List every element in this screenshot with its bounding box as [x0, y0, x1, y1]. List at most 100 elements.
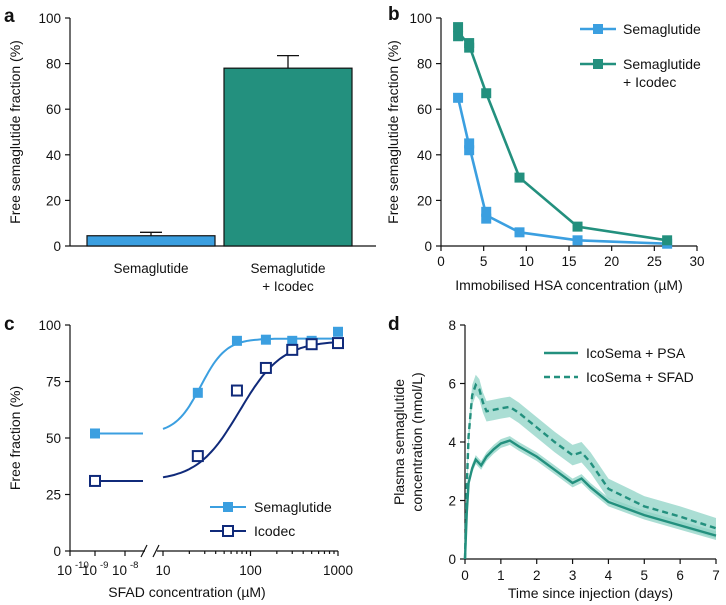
x-tick-label: 3 [569, 568, 577, 583]
data-point [259, 361, 272, 374]
data-point [305, 338, 318, 351]
data-point [333, 326, 343, 337]
y-axis-title: Free semaglutide fraction (%) [385, 40, 401, 224]
data-point [260, 334, 271, 345]
legend-label: Semaglutide [623, 56, 701, 72]
data-point [286, 343, 299, 356]
y-tick-label: 2 [448, 494, 456, 509]
x-tick-label: 100 [239, 563, 262, 578]
data-point [662, 235, 673, 246]
x-tick-label: 7 [712, 568, 720, 583]
y-tick-label: 0 [53, 239, 61, 254]
y-axis-title: Free fraction (%) [7, 386, 23, 490]
y-tick-label: 100 [38, 11, 61, 26]
y-tick-label: 8 [448, 318, 456, 333]
y-tick-label: 75 [46, 375, 61, 390]
legend-label: + Icodec [623, 74, 676, 90]
x-tick-label: 10 [57, 563, 72, 578]
y-tick-label: 6 [448, 377, 456, 392]
legend-label: Icodec [254, 523, 295, 539]
panel-letter-b: b [388, 4, 400, 25]
data-point [514, 227, 525, 238]
fit-curve [162, 337, 338, 430]
y-tick-label: 20 [46, 193, 61, 208]
data-point [464, 38, 475, 49]
x-tick-label: 20 [604, 254, 619, 269]
x-tick-label: 10 [82, 563, 97, 578]
data-point [192, 387, 203, 398]
x-tick-label: 0 [461, 568, 469, 583]
data-point [453, 22, 464, 33]
x-tick-label: 10 [112, 563, 127, 578]
y-axis-title: Free semaglutide fraction (%) [7, 40, 23, 224]
x-category-label: + Icodec [262, 279, 314, 294]
x-tick-exponent: -10 [75, 560, 89, 571]
bar [223, 67, 353, 247]
panel-letter-d: d [388, 314, 400, 335]
y-tick-label: 60 [417, 102, 432, 117]
y-tick-label: 25 [46, 488, 61, 503]
confidence-band [465, 374, 716, 559]
y-tick-label: 4 [448, 435, 456, 450]
data-point [481, 206, 492, 217]
panel-letter-a: a [4, 6, 15, 27]
x-tick-label: 30 [689, 254, 704, 269]
x-tick-label: 5 [480, 254, 488, 269]
y-tick-label: 80 [417, 57, 432, 72]
y-tick-label: 0 [53, 544, 61, 559]
data-point [332, 337, 344, 350]
fit-curve [162, 341, 339, 479]
y-tick-label: 60 [46, 102, 61, 117]
x-tick-label: 6 [676, 568, 684, 583]
y-tick-label: 80 [46, 57, 61, 72]
legend-label: Semaglutide [254, 499, 332, 515]
x-tick-label: 0 [437, 254, 445, 269]
x-tick-label: 1000 [323, 563, 353, 578]
data-point [230, 384, 243, 397]
data-point [572, 235, 583, 246]
data-point [572, 221, 583, 232]
x-tick-label: 25 [647, 254, 662, 269]
legend-marker [593, 24, 603, 34]
legend-marker [593, 59, 603, 69]
series-line [463, 439, 717, 560]
x-category-label: Semaglutide [113, 261, 188, 276]
legend-label: IcoSema + SFAD [586, 369, 694, 385]
data-point [453, 92, 464, 103]
x-tick-label: 2 [533, 568, 541, 583]
y-tick-label: 0 [448, 552, 456, 567]
data-point [481, 88, 492, 99]
bar [86, 235, 216, 247]
x-axis-title: Immobilised HSA concentration (µM) [455, 277, 682, 293]
x-axis-title: Time since injection (days) [508, 585, 673, 601]
series-line [463, 382, 717, 560]
x-category-label: Semaglutide [250, 261, 325, 276]
x-tick-label: 1 [497, 568, 505, 583]
x-tick-label: 10 [155, 563, 170, 578]
y-axis-title: Plasma semaglutide [391, 379, 407, 505]
data-point [90, 428, 100, 439]
x-tick-label: 15 [561, 254, 576, 269]
legend-marker [222, 525, 234, 537]
y-tick-label: 100 [409, 11, 432, 26]
data-point [191, 450, 204, 463]
axis-break-mark [152, 544, 160, 558]
data-point [514, 172, 525, 183]
data-point [89, 474, 101, 487]
panel-b-line-chart: 0 20 40 60 80 100 0 5 10 15 20 25 30 Semaglutide Semag… [385, 11, 705, 293]
series-line [456, 97, 668, 246]
y-tick-label: 0 [424, 239, 432, 254]
data-point [481, 213, 492, 224]
x-tick-exponent: -8 [130, 560, 138, 571]
x-axis-title: SFAD concentration (µM) [108, 584, 265, 600]
legend-marker [223, 502, 233, 512]
y-tick-label: 20 [417, 193, 432, 208]
panel-a-bar-chart: 0 20 40 60 80 100 Semaglutide Semaglutide + Icod… [7, 11, 376, 294]
x-tick-label: 10 [519, 254, 534, 269]
axis-break-mark [140, 544, 148, 558]
y-tick-label: 40 [46, 148, 61, 163]
data-point [231, 335, 242, 346]
y-tick-label: 40 [417, 148, 432, 163]
